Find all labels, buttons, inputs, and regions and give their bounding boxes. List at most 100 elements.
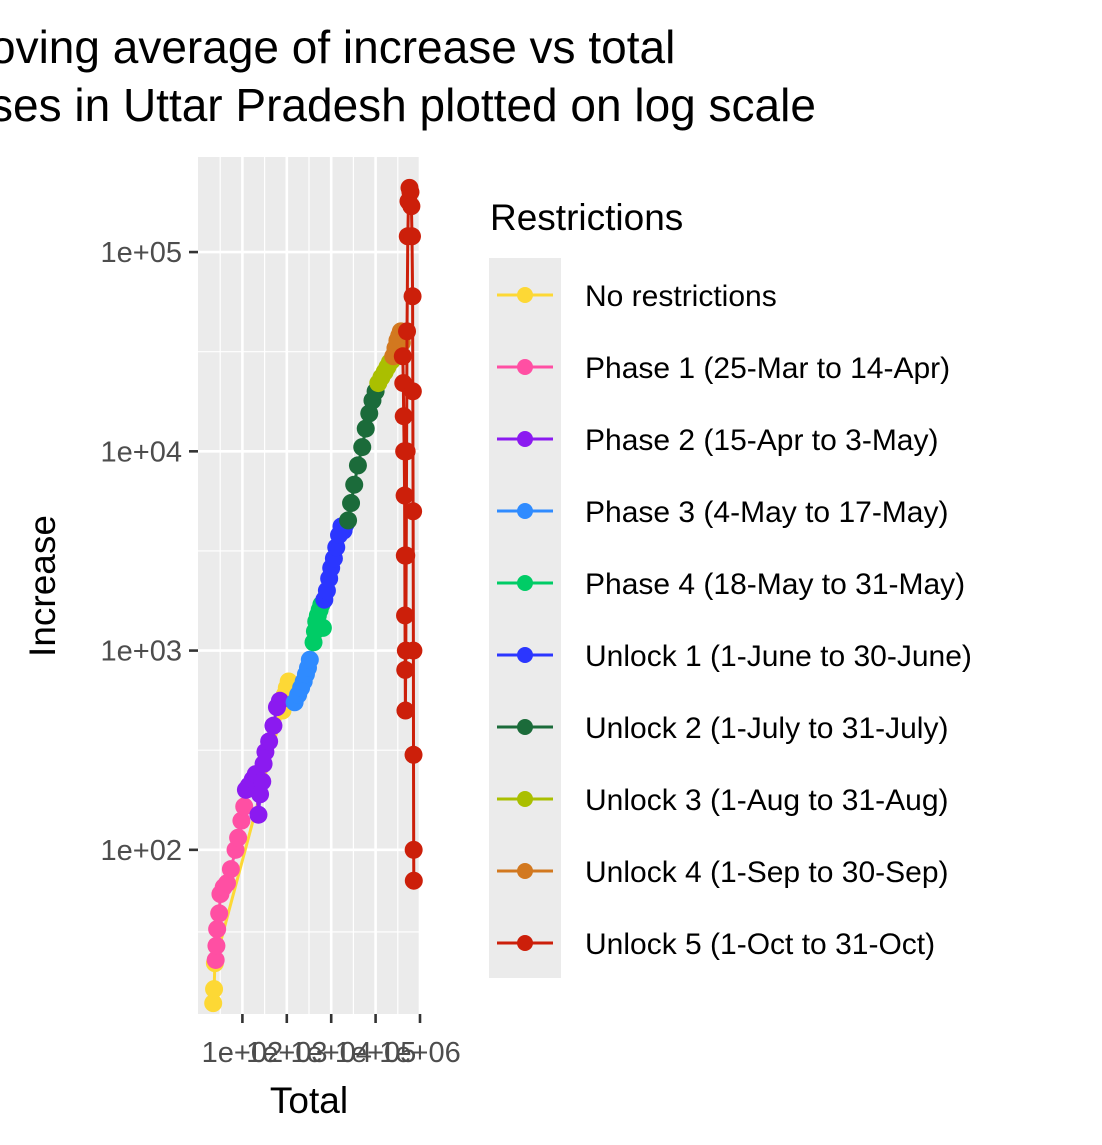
legend-key-point [517,791,533,807]
series-group [236,691,289,824]
series-line [401,187,416,881]
data-point [342,494,361,513]
x-tick-label: 1e+05 [335,1037,416,1069]
data-point [205,980,224,999]
data-point [249,805,268,824]
data-point [396,660,415,679]
legend-item: Phase 1 (25-Mar to 14-Apr) [497,352,950,385]
series-group [393,178,423,890]
legend-label: No restrictions [585,280,777,313]
data-point [207,936,226,955]
legend-title: Restrictions [490,197,683,238]
y-axis: 1e+02 1e+03 1e+04 1e+05 [101,237,198,867]
legend-item: Unlock 1 (1-June to 30-June) [497,640,972,673]
legend-item: Unlock 5 (1-Oct to 31-Oct) [497,928,935,961]
data-point [204,994,223,1013]
legend-key-point [517,503,533,519]
legend-label: Unlock 2 (1-July to 31-July) [585,712,948,745]
x-tick-label: 1e+02 [202,1037,283,1069]
data-point [396,606,415,625]
data-point [393,347,412,366]
data-point [345,475,364,494]
legend-label: Unlock 4 (1-Sep to 30-Sep) [585,856,949,889]
legend: Restrictions No restrictions Phase 1 (25-… [489,197,972,978]
legend-label: Phase 2 (15-Apr to 3-May) [585,424,938,457]
data-point [300,650,319,669]
data-point [396,701,415,720]
legend-key-point [517,863,533,879]
series-layer [204,178,423,1013]
data-point [404,840,423,859]
data-point [403,287,422,306]
data-point [229,828,248,847]
legend-key-point [517,719,533,735]
legend-item: Unlock 4 (1-Sep to 30-Sep) [497,856,949,889]
data-point [395,486,414,505]
data-point [397,442,416,461]
legend-item: Unlock 2 (1-July to 31-July) [497,712,948,745]
data-point [403,382,422,401]
data-point [339,511,358,530]
data-point [404,641,423,660]
y-tick-label: 1e+02 [101,835,182,867]
x-tick-label: 1e+04 [290,1037,371,1069]
grid-minor [198,157,420,1014]
series-group [315,515,355,609]
data-point [313,618,332,637]
x-tick-label: 1e+06 [379,1037,460,1069]
data-point [221,860,240,879]
legend-label: Unlock 3 (1-Aug to 31-Aug) [585,784,949,817]
y-tick-label: 1e+05 [101,237,182,269]
data-point [402,227,421,246]
data-point [404,745,423,764]
data-point [353,438,372,457]
data-point [394,407,413,426]
data-point [210,904,229,923]
legend-label: Unlock 5 (1-Oct to 31-Oct) [585,928,935,961]
data-point [235,797,254,816]
x-axis-title: Total [270,1080,348,1121]
series-group [285,650,319,712]
legend-item: Phase 3 (4-May to 17-May) [497,496,948,529]
data-point [401,183,420,202]
y-axis-title: Increase [22,515,63,657]
data-point [232,811,251,830]
legend-item: Phase 4 (18-May to 31-May) [497,568,965,601]
series-group [206,797,254,969]
legend-key-background [489,258,561,978]
chart-title-line-1: oving average of increase vs total [0,21,676,73]
legend-key-point [517,359,533,375]
data-point [218,874,237,893]
y-tick-label: 1e+03 [101,636,182,668]
data-point [402,197,421,216]
data-point [348,456,367,475]
data-point [270,691,289,710]
data-point [356,419,375,438]
legend-label: Phase 1 (25-Mar to 14-Apr) [585,352,950,385]
legend-label: Phase 4 (18-May to 31-May) [585,568,965,601]
legend-label: Phase 3 (4-May to 17-May) [585,496,948,529]
legend-key-point [517,431,533,447]
data-point [260,732,279,751]
legend-label: Unlock 1 (1-June to 30-June) [585,640,972,673]
chart-title: oving average of increase vs total ses i… [0,18,990,134]
data-point [397,546,416,565]
data-point [264,716,283,735]
legend-item: No restrictions [497,280,777,313]
y-tick-label: 1e+04 [101,436,182,468]
legend-key-point [517,287,533,303]
legend-item: Unlock 3 (1-Aug to 31-Aug) [497,784,949,817]
data-point [253,772,272,791]
data-point [206,950,225,969]
x-tick-label: 1e+03 [246,1037,327,1069]
legend-items: No restrictions Phase 1 (25-Mar to 14-Apr… [497,280,972,961]
legend-key-point [517,647,533,663]
legend-key-point [517,575,533,591]
data-point [404,871,423,890]
chart-title-line-2: ses in Uttar Pradesh plotted on log scal… [0,79,816,131]
legend-key-point [517,935,533,951]
data-point [404,502,423,521]
legend-item: Phase 2 (15-Apr to 3-May) [497,424,938,457]
